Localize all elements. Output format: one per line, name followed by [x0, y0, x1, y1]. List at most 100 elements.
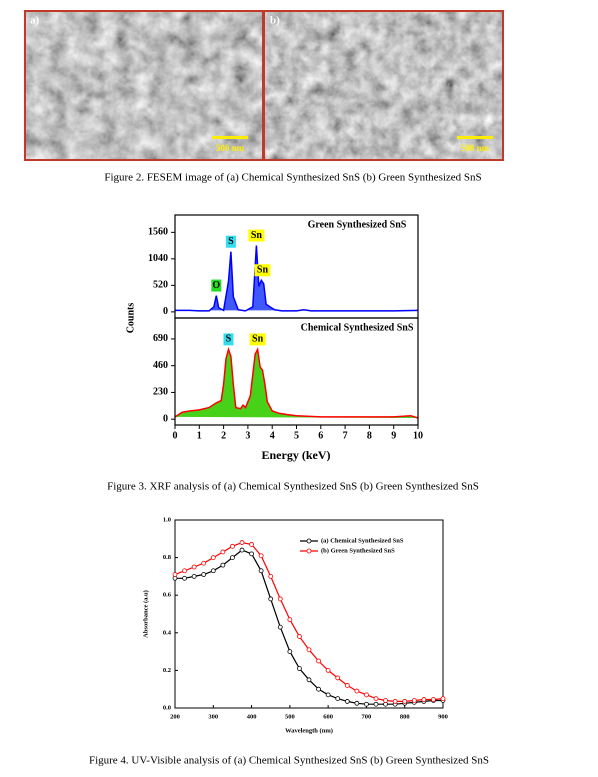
y-tick-label: 0.4	[163, 629, 172, 636]
x-tick-label: 2	[221, 430, 226, 441]
x-tick-label: 0	[173, 430, 178, 441]
series-marker	[364, 692, 369, 698]
series-marker	[431, 697, 436, 702]
series-marker	[306, 647, 312, 653]
sem-image-a	[26, 12, 262, 159]
peak-label-box	[223, 333, 234, 346]
series-marker	[277, 624, 283, 630]
series-marker	[268, 574, 274, 579]
x-tick-label: 800	[400, 713, 410, 720]
legend-marker	[306, 548, 312, 554]
series-marker	[392, 699, 398, 704]
x-tick-label: 700	[362, 713, 372, 720]
series-marker	[354, 700, 360, 706]
series-marker	[421, 697, 427, 702]
series-marker	[354, 688, 360, 694]
spectrum-area	[174, 346, 419, 419]
x-tick-label: 400	[247, 713, 257, 720]
plot-frame	[174, 519, 444, 709]
series-marker	[249, 542, 254, 547]
uv-figure: Absorbance (a.u) Wavelength (nm) Figure …	[89, 516, 489, 766]
legend-label: (b) Green Synthesized SnS	[321, 547, 395, 554]
series-marker	[287, 649, 293, 654]
panel-label: a)	[30, 15, 40, 27]
figure-caption: Figure 2. FESEM image of (a) Chemical Sy…	[104, 172, 481, 184]
series-marker	[191, 574, 197, 579]
series-marker	[172, 572, 178, 577]
series-marker	[344, 699, 350, 704]
peak-label: Sn	[257, 265, 269, 276]
y-tick-label: 1.0	[163, 516, 171, 523]
x-axis-label: Energy (keV)	[262, 448, 331, 462]
panel-title: Green Synthesized SnS	[308, 219, 407, 230]
series-marker	[210, 568, 216, 574]
peak-label-box	[248, 229, 265, 242]
figure-caption: Figure 3. XRF analysis of (a) Chemical S…	[107, 481, 479, 493]
series-marker	[383, 698, 388, 703]
series-marker	[402, 699, 408, 704]
series-marker	[277, 596, 283, 602]
series-marker	[316, 686, 321, 692]
y-tick-label: 1560	[148, 227, 168, 238]
series-marker	[230, 555, 235, 560]
series-marker	[373, 696, 379, 701]
scale-label: 500 nm	[216, 143, 245, 153]
y-tick-label: 0.6	[163, 592, 172, 599]
peak-label: S	[226, 334, 232, 345]
peak-label: Sn	[252, 334, 264, 345]
y-tick-label: 460	[153, 360, 168, 371]
scale-bar	[457, 136, 493, 139]
series-marker	[287, 617, 293, 623]
series-marker	[258, 553, 264, 559]
y-tick-label: 1040	[148, 253, 168, 264]
y-tick-label: 230	[153, 387, 168, 398]
x-tick-label: 900	[438, 713, 448, 720]
peak-label-box	[225, 235, 236, 248]
x-tick-label: 9	[391, 430, 396, 441]
x-tick-label: 8	[367, 430, 372, 441]
x-tick-label: 1	[197, 430, 202, 441]
peak-label: S	[228, 236, 234, 247]
y-tick-label: 690	[153, 333, 168, 344]
x-tick-label: 4	[270, 430, 275, 441]
x-tick-label: 600	[323, 713, 333, 720]
series-marker	[268, 596, 274, 602]
series-marker	[210, 555, 216, 560]
x-tick-label: 300	[208, 713, 218, 720]
series-marker	[364, 701, 369, 707]
series-marker	[297, 634, 302, 639]
series-marker	[373, 701, 379, 707]
panel-frame	[174, 214, 419, 319]
series-marker	[191, 564, 197, 570]
x-tick-label: 10	[413, 430, 423, 441]
scale-bar	[212, 136, 248, 139]
y-tick-label: 0	[163, 306, 168, 317]
y-tick-label: 0	[163, 413, 168, 424]
x-tick-label: 7	[343, 430, 348, 441]
spectrum-area	[175, 245, 419, 312]
peak-label-box	[254, 264, 271, 277]
y-tick-label: 0.8	[163, 554, 172, 561]
series-marker	[297, 666, 302, 671]
series-marker	[344, 683, 350, 688]
figure-caption: Figure 4. UV-Visible analysis of (a) Che…	[89, 755, 489, 767]
y-tick-label: 0.2	[163, 667, 171, 674]
fesem-figure: a) b) 500 nm 500 nm Figure 2. FESEM imag…	[24, 10, 504, 184]
y-axis-label: Absorbance (a.u)	[142, 590, 149, 638]
series-marker	[306, 677, 312, 683]
series-marker	[335, 696, 341, 701]
series-marker	[182, 575, 187, 581]
scale-label: 500 nm	[461, 143, 490, 153]
y-tick-label: 0.0	[163, 704, 171, 711]
series-marker	[335, 675, 341, 681]
series-marker	[325, 692, 331, 698]
legend-label: (a) Chemical Synthesized SnS	[321, 537, 404, 544]
x-tick-label: 5	[294, 430, 299, 441]
peak-label-box	[249, 333, 266, 346]
x-tick-label: 200	[170, 713, 180, 720]
series-marker	[440, 696, 446, 701]
y-axis-label: Counts	[125, 303, 136, 334]
series-marker	[220, 562, 226, 568]
